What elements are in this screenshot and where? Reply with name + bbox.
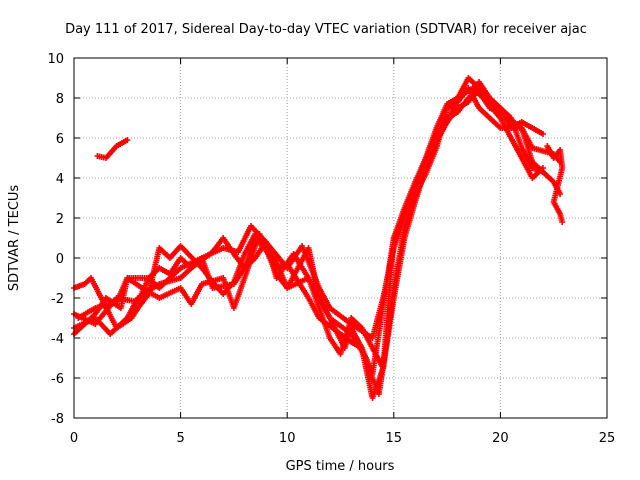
x-tick-label: 15 [386,431,403,446]
y-tick-labels: -8 -6 -4 -2 0 2 4 6 8 10 [47,52,64,427]
x-tick-label: 5 [176,431,184,446]
y-tick-label: 8 [56,92,64,107]
x-tick-label: 10 [279,431,296,446]
series-track-f [94,137,131,161]
x-tick-labels: 0 5 10 15 20 25 [70,431,615,446]
series-track-g [544,143,566,225]
y-axis-label: SDTVAR / TECUs [7,185,22,292]
plot-area [71,75,566,401]
x-tick-label: 25 [599,431,616,446]
chart-title: Day 111 of 2017, Sidereal Day-to-day VTE… [65,22,587,37]
x-tick-label: 0 [70,431,78,446]
y-tick-label: 2 [56,212,64,227]
data-point [124,137,131,143]
axis-ticks [73,57,608,419]
plot-frame [73,57,608,419]
y-tick-label: -4 [51,332,64,347]
x-axis-label: GPS time / hours [286,459,395,474]
y-tick-label: -2 [51,292,64,307]
x-tick-label: 20 [492,431,509,446]
grid-lines [74,58,607,418]
y-tick-label: 6 [56,132,64,147]
data-point [559,219,566,225]
series-track-d [71,75,546,401]
series-track-b [71,79,546,371]
y-tick-label: -8 [51,412,64,427]
series-track-e [71,85,564,377]
y-tick-label: 4 [56,172,64,187]
series-track-c [75,89,564,397]
y-tick-label: 10 [47,52,64,67]
y-tick-label: 0 [56,252,64,267]
data-point [540,131,546,137]
y-tick-label: -6 [51,372,64,387]
